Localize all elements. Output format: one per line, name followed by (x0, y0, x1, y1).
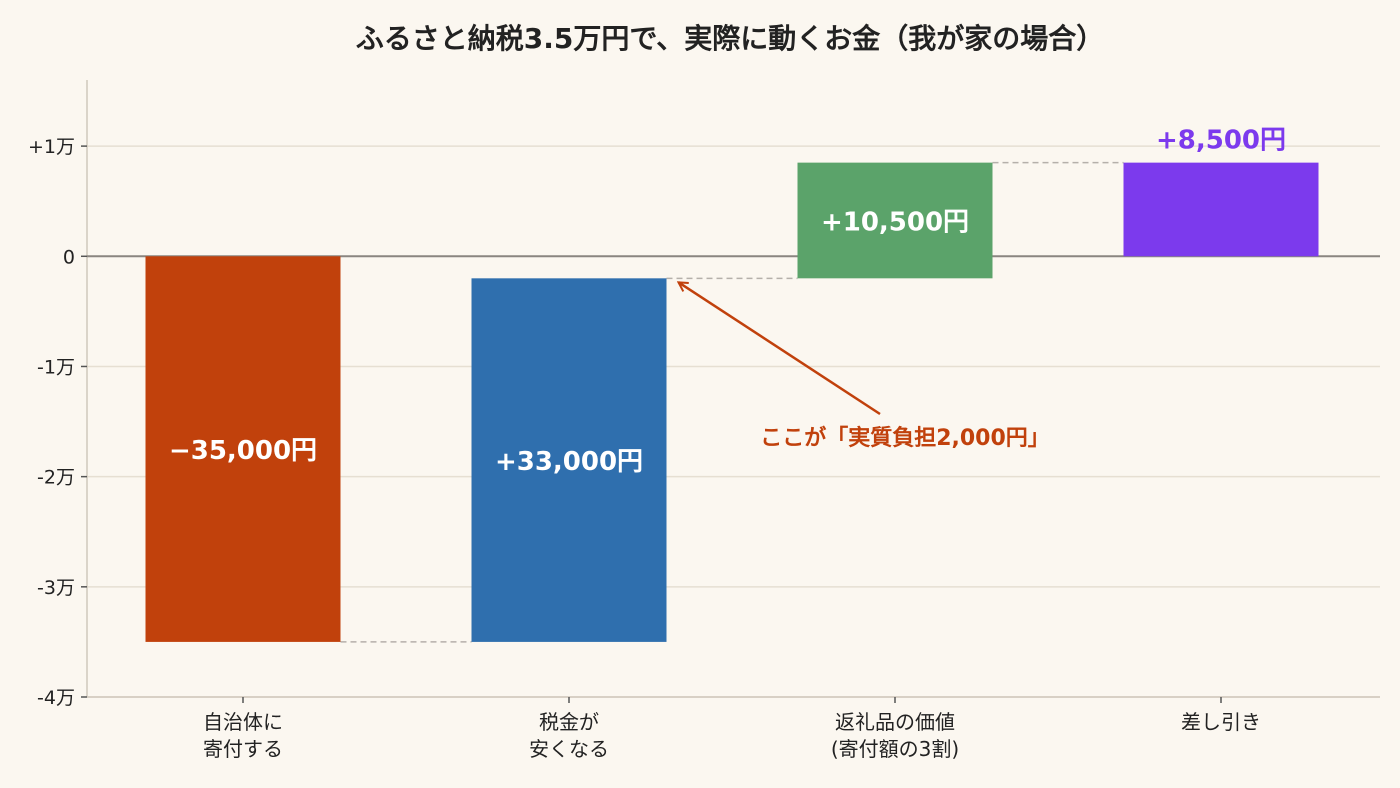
y-tick-label: -2万 (37, 467, 75, 489)
x-tick-label-line: 寄付する (203, 737, 283, 761)
x-tick-label: 返礼品の価値 (寄付額の3割) (831, 710, 959, 761)
bar-value-label: +10,500円 (821, 207, 969, 237)
y-tick-label: +1万 (28, 136, 75, 158)
waterfall-bar (1123, 162, 1319, 257)
y-tick-label: -4万 (37, 687, 75, 709)
y-tick-label: -3万 (37, 577, 75, 599)
annotation-arrow (679, 282, 881, 416)
x-tick-label-line: 返礼品の価値 (835, 710, 955, 734)
x-tick-label: 差し引き (1181, 710, 1261, 734)
x-tick-label-line: (寄付額の3割) (831, 737, 959, 761)
y-tick-label: 0 (63, 246, 75, 268)
x-tick-label-line: 安くなる (529, 737, 609, 761)
waterfall-bar (145, 256, 341, 642)
y-tick-label: -1万 (37, 356, 75, 378)
annotation-text: ここが「実質負担2,000円」 (760, 425, 1050, 451)
x-tick-label: 税金が安くなる (529, 710, 609, 761)
bar-value-label: −35,000円 (169, 436, 317, 466)
x-tick-label-line: 差し引き (1181, 710, 1261, 734)
waterfall-bar (471, 278, 667, 642)
x-tick-label-line: 税金が (539, 710, 599, 734)
bar-value-label: +8,500円 (1156, 126, 1286, 156)
chart-title: ふるさと納税3.5万円で、実際に動くお金（我が家の場合） (356, 22, 1105, 55)
x-tick-label-line: 自治体に (203, 710, 283, 734)
bar-value-label: +33,000円 (495, 447, 643, 477)
x-tick-label: 自治体に寄付する (203, 710, 283, 761)
waterfall-bar (797, 162, 993, 279)
